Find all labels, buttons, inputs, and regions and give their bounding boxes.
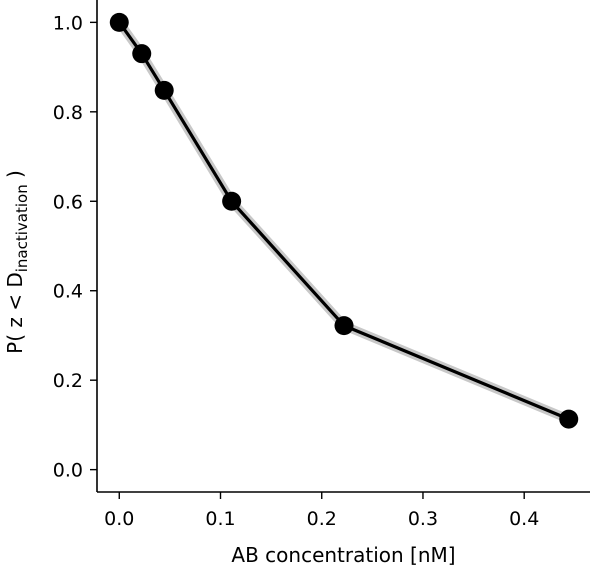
y-tick-label: 0.0 xyxy=(53,460,83,482)
x-axis-label: AB concentration [nM] xyxy=(231,543,455,567)
y-tick-label: 1.0 xyxy=(53,12,83,34)
y-tick-label: 0.4 xyxy=(53,281,83,303)
data-points xyxy=(109,12,579,429)
data-point xyxy=(334,316,354,336)
x-tick-label: 0.1 xyxy=(205,508,235,530)
y-axis-label-subscript: inactivation xyxy=(13,184,31,272)
x-tick-label: 0.2 xyxy=(307,508,337,530)
confidence-band xyxy=(114,17,574,424)
y-axis-ticks: 0.0 0.2 0.4 0.6 0.8 1.0 xyxy=(53,12,97,482)
x-tick-label: 0.4 xyxy=(509,508,539,530)
x-tick-label: 0.0 xyxy=(104,508,134,530)
y-axis-label: P( z < Dinactivation ) xyxy=(3,170,31,354)
series-line xyxy=(117,21,570,421)
data-point xyxy=(154,80,174,100)
y-tick-label: 0.2 xyxy=(53,370,83,392)
y-axis-label-main: P( z < D xyxy=(3,272,27,354)
data-point xyxy=(222,191,242,211)
data-point xyxy=(132,44,152,64)
x-tick-label: 0.3 xyxy=(408,508,438,530)
y-axis-label-end: ) xyxy=(3,170,27,184)
y-tick-label: 0.6 xyxy=(53,191,83,213)
series-path xyxy=(117,21,570,421)
data-point xyxy=(559,409,579,429)
data-point xyxy=(109,12,129,32)
x-axis-ticks: 0.0 0.1 0.2 0.3 0.4 xyxy=(104,492,539,530)
y-tick-label: 0.8 xyxy=(53,102,83,124)
series-band xyxy=(114,17,574,424)
